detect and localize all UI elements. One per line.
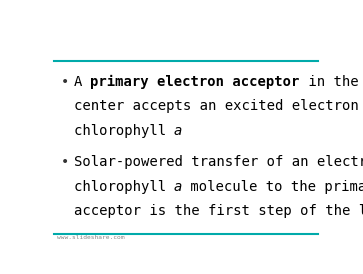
Text: chlorophyll: chlorophyll: [73, 124, 174, 138]
Text: www.slideshare.com: www.slideshare.com: [57, 235, 124, 240]
Text: •: •: [61, 155, 69, 169]
Text: Solar-powered transfer of an electron from a: Solar-powered transfer of an electron fr…: [73, 155, 363, 169]
Text: a: a: [174, 124, 182, 138]
Text: •: •: [61, 75, 69, 89]
Text: molecule to the primary electron: molecule to the primary electron: [182, 179, 363, 193]
Text: center accepts an excited electron from: center accepts an excited electron from: [73, 99, 363, 113]
Text: a: a: [174, 179, 182, 193]
Text: primary electron acceptor: primary electron acceptor: [90, 75, 299, 89]
Text: chlorophyll: chlorophyll: [73, 179, 174, 193]
Text: acceptor is the first step of the light reactions: acceptor is the first step of the light …: [73, 204, 363, 218]
Text: A: A: [73, 75, 90, 89]
Text: in the reaction: in the reaction: [299, 75, 363, 89]
